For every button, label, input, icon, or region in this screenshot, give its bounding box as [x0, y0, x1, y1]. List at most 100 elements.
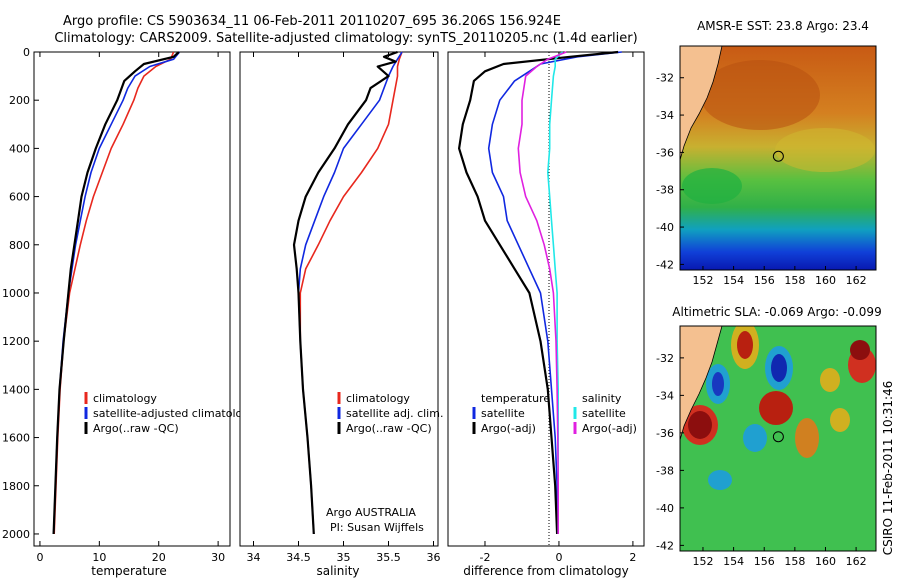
lat-tick-label: -34: [656, 389, 674, 402]
sla-patch: [850, 340, 870, 360]
sst-map-frame: [679, 45, 877, 271]
y-tick-label: 1600: [2, 432, 30, 445]
sla-patch: [830, 408, 850, 432]
salinity-x-axis: 34 34.5 35 35.5 36: [247, 52, 441, 564]
salinity-legend: climatology satellite adj. clim. Argo(..…: [337, 392, 443, 435]
sst-map-title: AMSR-E SST: 23.8 Argo: 23.4: [697, 19, 869, 33]
lon-tick-label: 158: [784, 274, 805, 287]
series-line-3: [546, 51, 564, 534]
y-tick-label: 1200: [2, 335, 30, 348]
difference-profiles: [458, 50, 622, 535]
sla-patch: [795, 418, 819, 458]
sla-patch: [771, 354, 787, 382]
argo-float-marker: [772, 150, 784, 162]
difference-x-label: difference from climatology: [463, 564, 629, 578]
salinity-profiles: [292, 50, 403, 535]
y-tick-label: 1000: [2, 287, 30, 300]
y-tick-label: 200: [9, 94, 30, 107]
lat-tick-label: -38: [656, 184, 674, 197]
series-line-3: [292, 50, 398, 535]
lon-tick-label: 154: [723, 555, 744, 568]
lat-tick-label: -32: [656, 72, 674, 85]
lat-tick-label: -36: [656, 427, 674, 440]
x-tick-label: 2: [629, 551, 636, 564]
x-tick-label: 20: [152, 551, 166, 564]
y-tick-label: 800: [9, 239, 30, 252]
lon-tick-label: 158: [784, 555, 805, 568]
sst-yellow-patch: [775, 128, 875, 172]
difference-panel: -2 0 2 difference from climatology tempera…: [447, 50, 645, 578]
argo-float-marker: [772, 431, 784, 443]
y-tick-label: 2000: [2, 528, 30, 541]
sst-warm-patch: [700, 60, 820, 130]
legend-temp-satellite-label: satellite: [481, 407, 525, 420]
y-tick-label: 0: [23, 46, 30, 59]
x-tick-label: 0: [36, 551, 43, 564]
legend-temperature-title: temperature: [481, 392, 550, 405]
csiro-timestamp: CSIRO 11-Feb-2011 10:31:46: [881, 381, 895, 556]
sst-map-panel: AMSR-E SST: 23.8 Argo: 23.4 152 154 156 158…: [656, 19, 877, 287]
argo-australia-note: Argo AUSTRALIA: [326, 506, 416, 519]
lat-tick-label: -40: [656, 502, 674, 515]
sla-patch: [743, 424, 767, 452]
temperature-panel: 0 200 400 600 800 1000 1200 1400 1600 1800 2000 0 1…: [2, 46, 256, 578]
difference-legend: temperature salinity satellite Argo(-adj…: [472, 392, 637, 435]
legend-climatology-label: climatology: [346, 392, 410, 405]
y-tick-label: 600: [9, 191, 30, 204]
lat-tick-label: -38: [656, 464, 674, 477]
x-tick-label: 36: [427, 551, 441, 564]
sla-patch: [712, 372, 724, 396]
temperature-legend: climatology satellite-adjusted climatolo…: [84, 392, 256, 435]
salinity-plot-frame: [239, 51, 439, 547]
lat-tick-label: -36: [656, 146, 674, 159]
sla-patch: [820, 368, 840, 392]
legend-temp-argo-label: Argo(-adj): [481, 422, 536, 435]
lon-tick-label: 162: [846, 555, 867, 568]
x-tick-label: 10: [92, 551, 106, 564]
difference-plot-frame: [447, 51, 645, 547]
sla-map-panel: Altimetric SLA: -0.069 Argo: -0.099 152 1…: [656, 305, 882, 568]
temperature-profiles: [52, 51, 181, 535]
x-tick-label: 35: [337, 551, 351, 564]
x-tick-label: 30: [211, 551, 225, 564]
series-line-2: [458, 50, 619, 535]
lon-tick-label: 156: [754, 274, 775, 287]
sla-map-title: Altimetric SLA: -0.069 Argo: -0.099: [672, 305, 881, 319]
x-tick-label: 0: [555, 551, 562, 564]
sla-patch: [688, 411, 712, 439]
pi-note: PI: Susan Wijffels: [330, 521, 424, 534]
lat-tick-label: -34: [656, 109, 674, 122]
legend-argo-label: Argo(..raw -QC): [346, 422, 432, 435]
legend-satellite-adj-label: satellite adj. clim.: [346, 407, 443, 420]
legend-climatology-label: climatology: [93, 392, 157, 405]
difference-x-axis: -2 0 2: [479, 52, 636, 564]
x-tick-label: 34.5: [286, 551, 311, 564]
sst-land: [680, 46, 723, 161]
lon-tick-label: 154: [723, 274, 744, 287]
x-tick-label: 35.5: [376, 551, 401, 564]
lon-tick-label: 160: [815, 555, 836, 568]
figure-title-line1: Argo profile: CS 5903634_11 06-Feb-2011 …: [63, 14, 561, 29]
sla-patch: [737, 331, 753, 359]
lat-tick-label: -42: [656, 539, 674, 552]
legend-argo-label: Argo(..raw -QC): [93, 422, 179, 435]
y-tick-label: 1400: [2, 383, 30, 396]
lon-tick-label: 160: [815, 274, 836, 287]
lat-tick-label: -32: [656, 352, 674, 365]
series-line-1: [487, 51, 622, 534]
temperature-plot-frame: [33, 51, 231, 547]
salinity-panel: 34 34.5 35 35.5 36 salinity climatology sate…: [239, 50, 443, 578]
legend-salinity-title: salinity: [582, 392, 622, 405]
temperature-x-label: temperature: [91, 564, 166, 578]
legend-sal-satellite-label: satellite: [582, 407, 626, 420]
depth-axis: 0 200 400 600 800 1000 1200 1400 1600 1800 2000: [2, 46, 39, 541]
series-line-3: [52, 51, 180, 535]
sla-patch: [708, 470, 732, 490]
lon-tick-label: 152: [692, 555, 713, 568]
temperature-x-axis: 0 10 20 30: [36, 52, 225, 564]
legend-satellite-adjusted-label: satellite-adjusted climatology: [93, 407, 256, 420]
legend-sal-argo-label: Argo(-adj): [582, 422, 637, 435]
sla-map-axes: 152 154 156 158 160 162 -32 -34 -36 -38 -40 -42: [656, 352, 867, 568]
sla-patch: [759, 391, 793, 425]
